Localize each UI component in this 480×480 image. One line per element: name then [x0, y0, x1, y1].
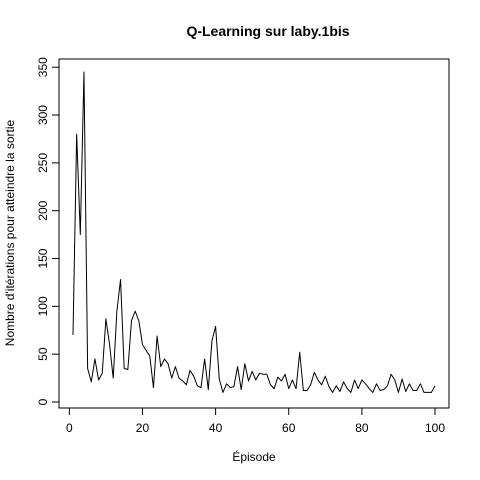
plot-frame: [58, 58, 450, 409]
chart-title: Q-Learning sur laby.1bis: [186, 23, 349, 39]
y-axis: 0 50 100 150 200 250 300 350: [36, 57, 60, 405]
series-line: [72, 71, 436, 393]
x-axis: 0 20 40 60 80 100: [66, 407, 445, 435]
y-tick-label: 250: [36, 153, 50, 173]
x-tick-label: 0: [66, 421, 73, 435]
y-axis-label: Nombre d'itérations pour atteindre la so…: [3, 119, 17, 346]
x-tick-label: 100: [425, 421, 445, 435]
y-tick-label: 150: [36, 248, 50, 268]
y-tick-label: 0: [36, 398, 50, 405]
x-tick-label: 20: [136, 421, 150, 435]
y-tick-label: 300: [36, 105, 50, 125]
x-axis-label: Épisode: [232, 449, 276, 464]
x-tick-label: 40: [209, 421, 223, 435]
x-tick-label: 80: [355, 421, 369, 435]
y-tick-label: 50: [36, 347, 50, 361]
y-tick-label: 200: [36, 200, 50, 220]
y-tick-label: 350: [36, 57, 50, 77]
x-tick-label: 60: [282, 421, 296, 435]
y-tick-label: 100: [36, 296, 50, 316]
